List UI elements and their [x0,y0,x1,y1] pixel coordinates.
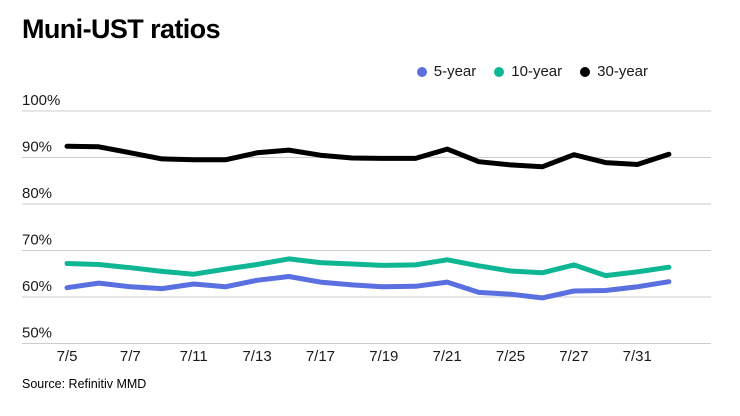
legend-dot-icon [580,66,591,77]
legend-item-30-year: 30-year [580,63,648,80]
series-line-10-year [64,256,672,279]
x-tick-label-7/17: 7/17 [306,348,335,365]
series-line-5-year [64,274,672,301]
x-tick-label-7/31: 7/31 [623,348,652,365]
legend-dot-icon [494,66,505,77]
y-tick-label-100: 100% [22,92,60,109]
legend-label: 30-year [597,63,648,80]
page-title: Muni-UST ratios [22,14,221,44]
chart-legend: 5-year 10-year 30-year [416,63,648,80]
legend-label: 10-year [511,63,563,80]
x-tick-label-7/5: 7/5 [57,348,78,365]
x-tick-label-7/27: 7/27 [559,348,588,365]
legend-item-5-year: 5-year [416,63,477,80]
y-tick-label-70: 70% [22,232,52,249]
y-tick-label-50: 50% [22,325,52,342]
legend-label: 5-year [433,63,477,80]
x-tick-label-7/7: 7/7 [120,348,141,365]
y-tick-label-80: 80% [22,185,52,202]
legend-item-10-year: 10-year [494,63,562,80]
y-tick-label-90: 90% [22,139,52,156]
x-tick-label-7/21: 7/21 [433,348,462,365]
x-tick-label-7/25: 7/25 [496,348,525,365]
source-attribution: Source: Refinitiv MMD [22,377,147,391]
x-tick-label-7/13: 7/13 [242,348,271,365]
legend-dot-icon [416,66,427,77]
x-tick-label-7/11: 7/11 [180,348,208,365]
series-line-30-year [64,143,672,170]
y-tick-label-60: 60% [22,278,52,295]
x-tick-label-7/19: 7/19 [369,348,398,365]
